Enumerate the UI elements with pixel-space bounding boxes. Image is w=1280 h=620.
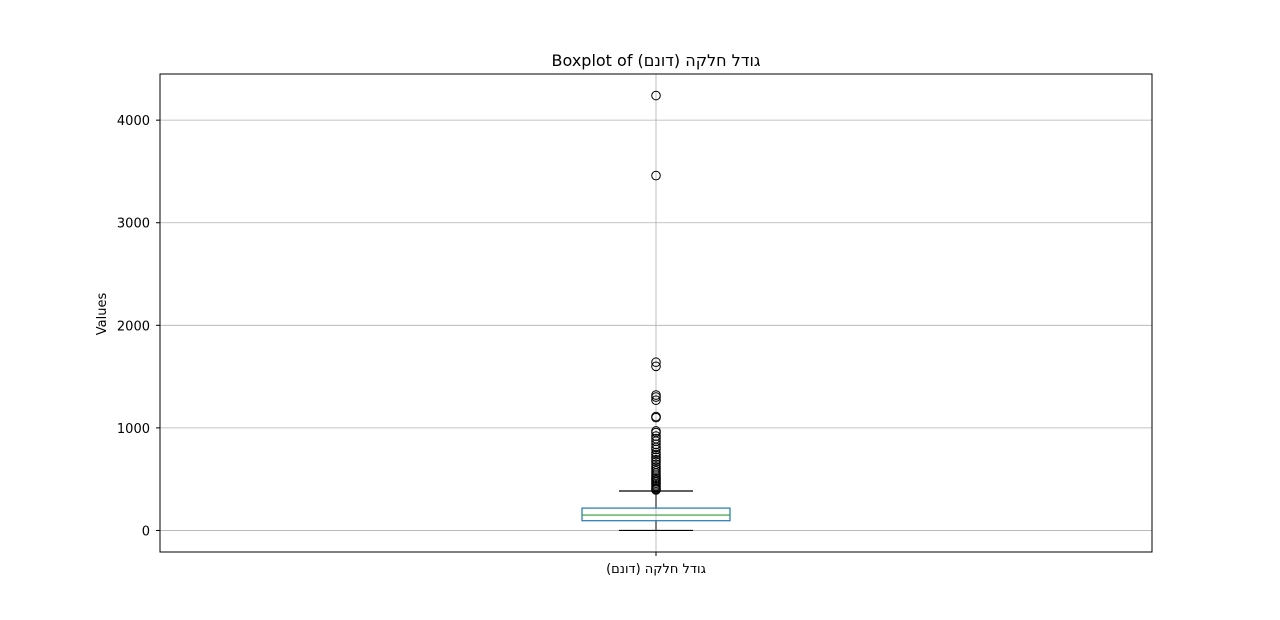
outlier-point (651, 357, 661, 368)
outlier-point (651, 485, 661, 495)
outlier-point (651, 456, 661, 467)
x-axis-ticks: גודל חלקה (דונם) (606, 552, 706, 577)
outlier-point (651, 170, 661, 181)
outlier-point (651, 452, 661, 462)
outlier-point (651, 392, 661, 402)
outlier-point (651, 412, 661, 423)
y-tick-label: 3000 (117, 217, 150, 232)
y-axis-label: Values (95, 293, 110, 336)
y-tick-label: 0 (142, 524, 150, 539)
y-tick-label: 2000 (117, 319, 150, 334)
grid-lines (160, 74, 1152, 552)
outlier-point (651, 361, 661, 372)
outlier-point (651, 444, 661, 455)
outlier-point (651, 395, 661, 405)
y-tick-label: 1000 (117, 422, 150, 437)
y-tick-label: 4000 (117, 114, 150, 129)
outlier-points (651, 90, 661, 495)
chart-title: Boxplot of גודל חלקה (דונם) (552, 51, 761, 70)
outlier-point (651, 449, 661, 460)
iqr-box (581, 507, 731, 522)
y-axis-ticks: 0 1000 2000 3000 4000 (117, 114, 160, 539)
x-tick-label: גודל חלקה (דונם) (606, 562, 706, 577)
outlier-point (651, 90, 661, 101)
